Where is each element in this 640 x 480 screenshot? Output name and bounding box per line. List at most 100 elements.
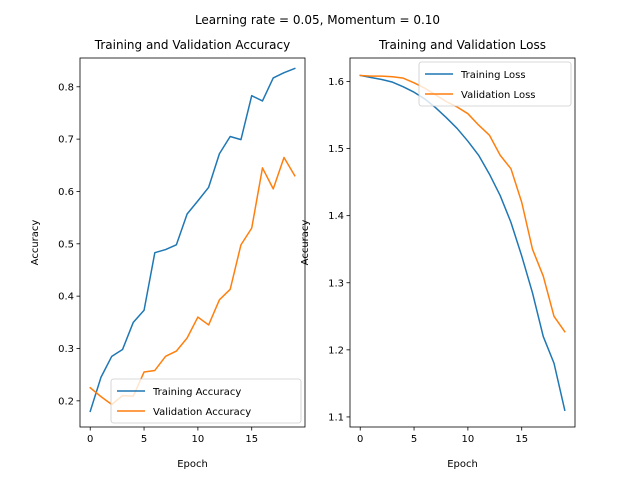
data-point xyxy=(154,252,156,254)
data-point xyxy=(251,94,253,96)
data-point xyxy=(89,387,91,389)
data-point xyxy=(553,315,555,317)
legend: Training Accuracy Validation Accuracy xyxy=(110,378,302,424)
chart-2: Training and Validation Loss 0 5 10 15 1.1 1.2… xyxy=(300,38,576,470)
data-point xyxy=(294,175,296,177)
plots-area: Training and Validation Accuracy 0 5 10 15 0.… xyxy=(30,38,576,470)
data-point xyxy=(207,324,209,326)
x-tick-label: 10 xyxy=(192,434,205,445)
data-point xyxy=(272,188,274,190)
data-point xyxy=(499,194,501,196)
data-point xyxy=(197,316,199,318)
data-point xyxy=(413,82,415,84)
data-point xyxy=(499,154,501,156)
data-point xyxy=(251,227,253,229)
data-point xyxy=(456,127,458,129)
data-point xyxy=(240,138,242,140)
legend-box xyxy=(110,378,302,424)
data-point xyxy=(229,135,231,137)
y-axis-label: Accuracy xyxy=(300,220,311,266)
data-point xyxy=(521,255,523,257)
y-tick-label: 1.3 xyxy=(328,278,344,289)
y-tick-label: 1.5 xyxy=(328,144,344,155)
y-tick-label: 0.7 xyxy=(58,135,74,146)
data-point xyxy=(261,100,263,102)
data-point xyxy=(531,248,533,250)
x-axis-label: Epoch xyxy=(177,459,208,470)
data-point xyxy=(186,213,188,215)
y-tick-label: 1.4 xyxy=(328,211,344,222)
x-tick-label: 0 xyxy=(87,434,93,445)
data-point xyxy=(510,168,512,170)
chart-1: Training and Validation Accuracy 0 5 10 15 0.… xyxy=(30,38,306,470)
data-point xyxy=(121,348,123,350)
data-point xyxy=(564,409,566,411)
data-point xyxy=(100,376,102,378)
data-point xyxy=(402,77,404,79)
data-point xyxy=(381,75,383,77)
axes-frame xyxy=(79,57,306,428)
legend-label: Training Accuracy xyxy=(152,387,241,398)
legend-box xyxy=(418,61,572,107)
data-point xyxy=(132,321,134,323)
chart-title: Training and Validation Loss xyxy=(378,38,546,52)
y-tick-label: 0.4 xyxy=(58,292,74,303)
data-point xyxy=(359,74,361,76)
data-point xyxy=(542,275,544,277)
data-point xyxy=(294,67,296,69)
y-tick-label: 1.1 xyxy=(328,412,344,423)
x-tick-label: 10 xyxy=(462,434,475,445)
data-point xyxy=(272,77,274,79)
data-point xyxy=(186,337,188,339)
data-point xyxy=(564,331,566,333)
data-point xyxy=(553,362,555,364)
series-line-2 xyxy=(89,156,296,406)
x-tick-label: 15 xyxy=(245,434,258,445)
data-point xyxy=(218,153,220,155)
legend: Training Loss Validation Loss xyxy=(418,61,572,107)
data-point xyxy=(283,156,285,158)
chart-title: Training and Validation Accuracy xyxy=(94,38,290,52)
data-point xyxy=(391,76,393,78)
data-point xyxy=(89,410,91,412)
data-point xyxy=(488,134,490,136)
data-point xyxy=(381,78,383,80)
x-tick-label: 5 xyxy=(141,434,147,445)
y-tick-label: 0.6 xyxy=(58,187,74,198)
data-point xyxy=(413,91,415,93)
data-point xyxy=(521,201,523,203)
legend-label: Validation Loss xyxy=(461,90,536,101)
data-point xyxy=(445,117,447,119)
y-tick-label: 0.2 xyxy=(58,396,74,407)
y-tick-label: 0.5 xyxy=(58,239,74,250)
data-point xyxy=(467,140,469,142)
data-point xyxy=(218,299,220,301)
series-line-1 xyxy=(359,74,566,412)
x-tick-label: 5 xyxy=(411,434,417,445)
x-tick-label: 0 xyxy=(357,434,363,445)
figure-suptitle: Learning rate = 0.05, Momentum = 0.10 xyxy=(195,13,440,27)
data-point xyxy=(434,106,436,108)
data-point xyxy=(240,244,242,246)
y-axis-label: Accuracy xyxy=(30,220,41,266)
data-point xyxy=(261,167,263,169)
data-point xyxy=(175,244,177,246)
data-point xyxy=(370,75,372,77)
data-point xyxy=(477,124,479,126)
data-point xyxy=(542,335,544,337)
series-line-2 xyxy=(359,74,566,333)
data-point xyxy=(143,309,145,311)
data-point xyxy=(391,81,393,83)
data-point xyxy=(111,355,113,357)
data-point xyxy=(510,221,512,223)
data-point xyxy=(154,369,156,371)
y-tick-label: 1.6 xyxy=(328,77,344,88)
data-point xyxy=(164,248,166,250)
legend-label: Training Loss xyxy=(460,70,526,81)
data-point xyxy=(229,288,231,290)
data-point xyxy=(477,154,479,156)
y-tick-label: 0.8 xyxy=(58,82,74,93)
data-point xyxy=(283,71,285,73)
y-tick-label: 0.3 xyxy=(58,344,74,355)
